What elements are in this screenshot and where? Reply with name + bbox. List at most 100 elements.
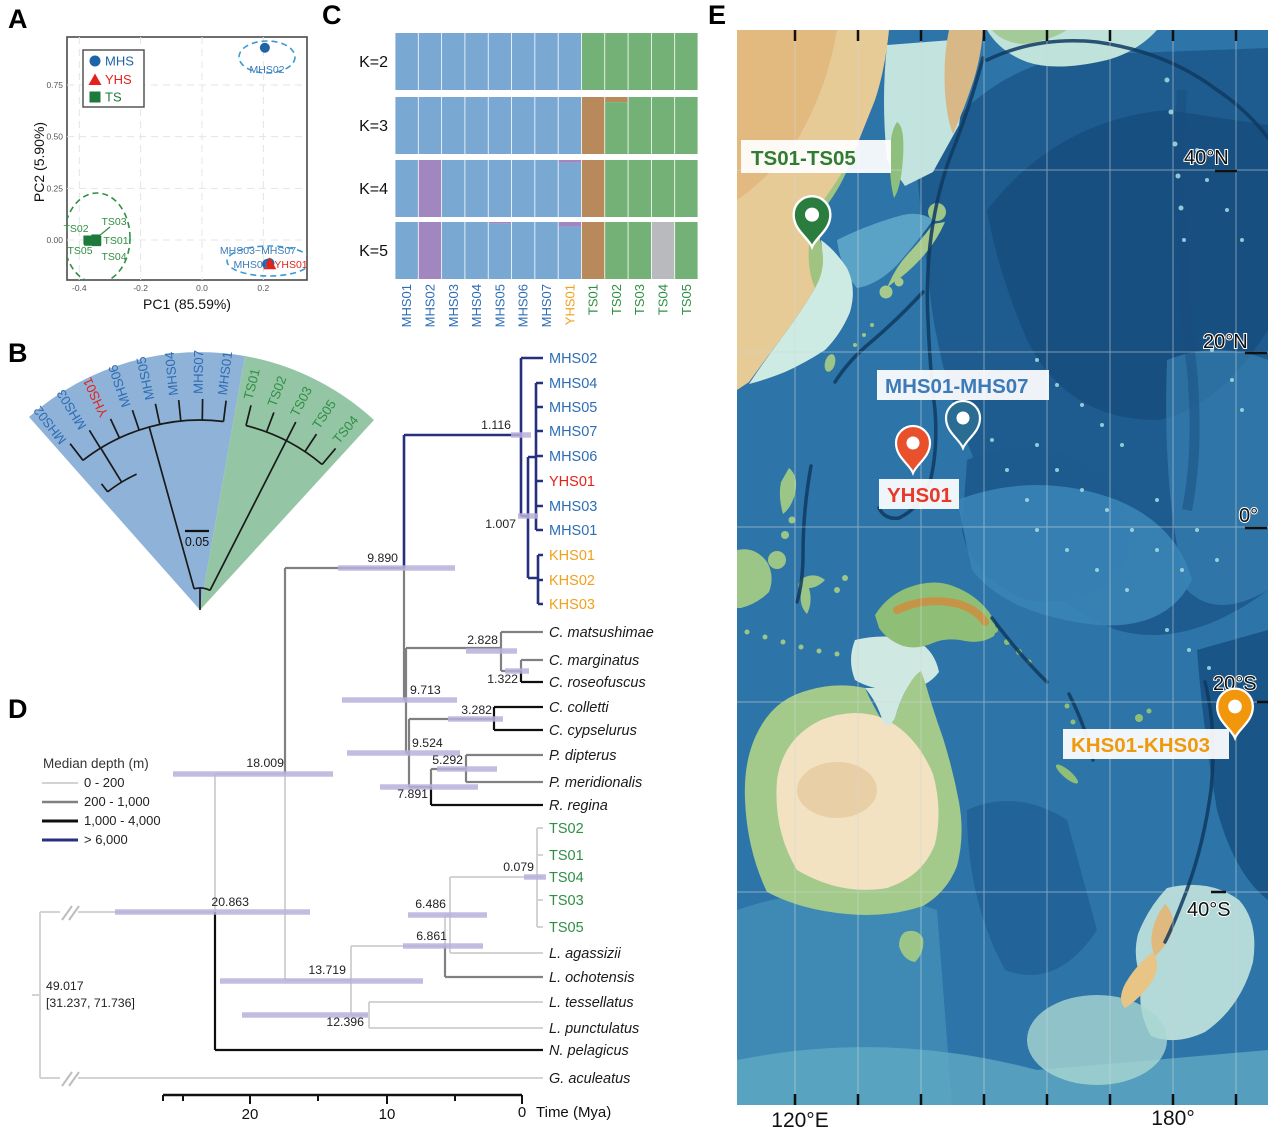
- tip-label-MHS06: MHS06: [549, 449, 597, 465]
- site-label-mhs-text: MHS01-MHS07: [885, 375, 1029, 398]
- pin-khs: [1215, 687, 1255, 742]
- individual-label-MHS01: MHS01: [399, 284, 414, 327]
- admixture-segment: [675, 97, 698, 154]
- pca-x-tick: -0.4: [72, 283, 87, 293]
- tip-label-Gaculeatus: G. aculeatus: [549, 1071, 630, 1087]
- admixture-segment: [418, 97, 442, 154]
- individual-label-TS03: TS03: [632, 284, 647, 315]
- tip-label-KHS03: KHS03: [549, 597, 595, 613]
- bathymetric-map: 40°N 20°N 0° 20°S 40°S 120°E 180° TS01-T…: [737, 30, 1268, 1132]
- seamount-speckles: [990, 77, 1244, 670]
- admixture-segment: [442, 222, 465, 279]
- admixture-segment: [395, 33, 418, 90]
- admixture-segment: [511, 33, 535, 90]
- pca-points: [83, 42, 277, 270]
- pca-annotation: MHS02: [249, 64, 284, 76]
- admixture-segment: [581, 33, 605, 90]
- node-age-1.007: 1.007: [485, 517, 516, 531]
- panel-label-d: D: [8, 694, 28, 724]
- pca-x-tick: -0.2: [133, 283, 148, 293]
- tip-label-TS03: TS03: [549, 893, 584, 909]
- admixture-segment: [675, 222, 698, 279]
- admixture-segment: [558, 222, 582, 227]
- admixture-segment: [605, 102, 628, 154]
- pca-point-YHS01: [263, 257, 277, 270]
- site-label-yhs-text: YHS01: [887, 484, 952, 507]
- pca-point-labels: MHS02 TS03 TS02 TS01 TS05 TS04 MHS03~MHS07 MHS0…: [63, 64, 307, 271]
- admixture-segment: [488, 223, 512, 279]
- campbell-plateau: [1027, 995, 1167, 1085]
- pca-x-tick: 0.0: [196, 283, 208, 293]
- node-age-1.116: 1.116: [481, 418, 511, 432]
- tip-label-Cmatsushimae: C. matsushimae: [549, 625, 654, 641]
- tip-label-Pmeridionalis: P. meridionalis: [549, 775, 642, 791]
- yellow-east-china-sea: [749, 240, 853, 384]
- legend-label-MHS: MHS: [105, 54, 134, 69]
- tip-label-Ccypselurus: C. cypselurus: [549, 723, 637, 739]
- tip-label-Lochotensis: L. ochotensis: [549, 970, 634, 986]
- legend-label-YHS: YHS: [105, 72, 132, 87]
- fan-scale-label: 0.05: [185, 535, 209, 549]
- tip-label-Npelagicus: N. pelagicus: [549, 1043, 629, 1059]
- legend-label-TS: TS: [105, 90, 122, 105]
- admixture-row-labels: K=2 K=3 K=4 K=5: [359, 54, 388, 260]
- deepest-basin: [987, 110, 1268, 420]
- fan-tip-MHS07: MHS07: [191, 350, 207, 394]
- node-age-12.396: 12.396: [326, 1015, 364, 1029]
- tip-label-MHS03: MHS03: [549, 499, 597, 515]
- admixture-segment: [558, 226, 582, 279]
- depth-legend-label-0: 0 - 200: [84, 775, 124, 790]
- admixture-segment: [535, 33, 558, 90]
- admixture-segment: [605, 222, 628, 279]
- admixture-segment: [511, 160, 535, 217]
- admixture-segment: [395, 97, 418, 154]
- row-label-K=5: K=5: [359, 243, 388, 260]
- time-axis: 20 10 0 Time (Mya): [162, 1093, 611, 1123]
- individual-label-MHS03: MHS03: [446, 284, 461, 327]
- tasman-deep: [967, 801, 1097, 975]
- panel-label-a: A: [8, 4, 28, 34]
- admixture-segment: [581, 222, 605, 279]
- admixture-segment: [581, 97, 605, 154]
- pca-y-tick: 0.25: [46, 183, 63, 193]
- admixture-segment: [651, 97, 675, 154]
- admixture-segment: [395, 222, 418, 279]
- admixture-segment: [628, 222, 651, 279]
- admixture-segment: [651, 160, 675, 217]
- pin-ts: [792, 195, 832, 251]
- mid-ocean-light-1: [957, 485, 1192, 626]
- depth-legend-label-1: 200 - 1,000: [84, 794, 150, 809]
- admixture-segment: [651, 222, 675, 279]
- admixture-segment: [535, 222, 558, 279]
- pin-mhs: [944, 399, 982, 452]
- tip-label-Lagassizii: L. agassizii: [549, 946, 622, 962]
- admixture-segment: [465, 222, 488, 279]
- admixture-segment: [581, 160, 605, 217]
- admixture-segment: [395, 160, 418, 217]
- site-label-ts: TS01-TS05: [741, 140, 891, 173]
- tip-label-Ccolletti: C. colletti: [549, 700, 609, 716]
- admixture-segment: [442, 160, 465, 217]
- individual-label-MHS05: MHS05: [492, 284, 507, 327]
- node-age-6.486: 6.486: [415, 897, 446, 911]
- tip-label-KHS01: KHS01: [549, 548, 595, 564]
- cluster-ellipse: [238, 40, 296, 74]
- tip-label-KHS02: KHS02: [549, 573, 595, 589]
- admixture-plot: K=2K=3K=4K=5 MHS01 MHS02 MHS03 MHS04 MHS05 MH…: [359, 33, 698, 327]
- row-label-K=2: K=2: [359, 54, 388, 71]
- pin-yhs: [894, 424, 932, 477]
- time-tick-10: 10: [379, 1106, 396, 1123]
- node-age-20.863: 20.863: [211, 895, 249, 909]
- admixture-segment: [651, 33, 675, 90]
- pca-point-TS04: [91, 237, 101, 247]
- fan-tip-MHS04: MHS04: [162, 351, 181, 396]
- tip-label-MHS07: MHS07: [549, 424, 597, 440]
- mid-ocean-light-3: [1166, 350, 1268, 605]
- fan-tree-branches: [69, 398, 337, 610]
- individual-label-MHS04: MHS04: [469, 284, 484, 327]
- chronogram-tip-labels: MHS02 MHS04 MHS05 MHS07 MHS06 YHS01 MHS03 MHS01…: [549, 351, 654, 1087]
- fan-wedge-blue: [29, 352, 245, 610]
- cluster-ellipse: [67, 192, 131, 280]
- root-hpd-label: [31.237, 71.736]: [46, 996, 135, 1010]
- node-age-1.322: 1.322: [487, 672, 518, 686]
